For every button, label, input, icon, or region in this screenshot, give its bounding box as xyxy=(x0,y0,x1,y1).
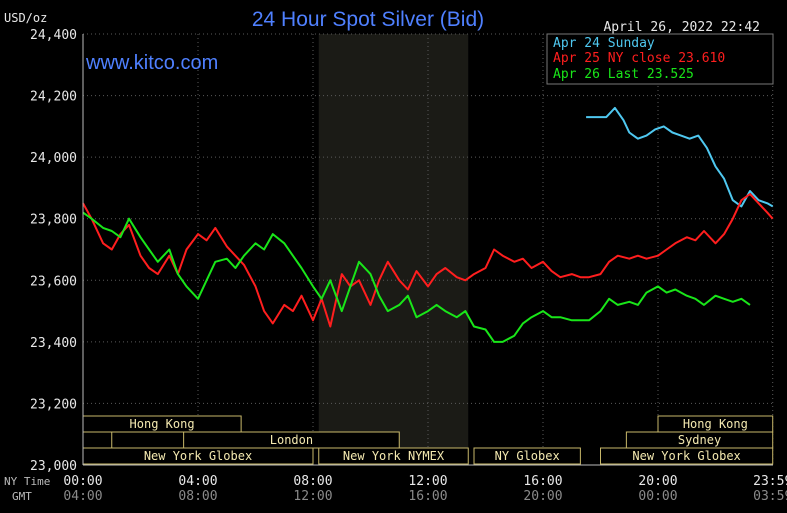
x-tick-ny: 20:00 xyxy=(638,474,677,489)
x-tick-labels: 00:0004:0008:0012:0016:0020:0023:5904:00… xyxy=(63,474,787,504)
series-line-1 xyxy=(82,193,774,328)
y-tick-label: 23,200 xyxy=(30,397,77,412)
x-tick-gmt: 03:59 xyxy=(753,489,787,504)
legend-box xyxy=(546,33,774,85)
legend: Apr 24 Sunday Apr 25 NY close 23.610 Apr… xyxy=(546,33,774,85)
series-line-2 xyxy=(82,211,751,343)
x-tick-ny: 00:00 xyxy=(63,474,102,489)
x-tick-ny: 04:00 xyxy=(178,474,217,489)
y-tick-label: 23,600 xyxy=(30,274,77,289)
session-box xyxy=(600,447,774,465)
y-tick-label: 23,800 xyxy=(30,213,77,228)
x-tick-gmt: 00:00 xyxy=(638,489,677,504)
session-label: New York Globex xyxy=(632,449,740,463)
x-tick-ny: 23:59 xyxy=(753,474,787,489)
x-tick-ny: 08:00 xyxy=(293,474,332,489)
price-series xyxy=(82,106,774,343)
watermark: www.kitco.com xyxy=(85,52,218,74)
session-box xyxy=(82,431,113,449)
gmt-label: GMT xyxy=(12,490,32,503)
y-tick-label: 24,200 xyxy=(30,90,77,105)
y-tick-label: 24,400 xyxy=(30,28,77,43)
session-label: Hong Kong xyxy=(683,417,748,431)
chart-title: 24 Hour Spot Silver (Bid) xyxy=(252,8,484,31)
x-tick-gmt: 20:00 xyxy=(523,489,562,504)
session-label: Hong Kong xyxy=(130,417,195,431)
y-tick-label: 23,000 xyxy=(30,459,77,474)
session-label: London xyxy=(270,433,313,447)
unit-label: USD/oz xyxy=(4,11,47,25)
y-tick-label: 23,400 xyxy=(30,336,77,351)
session-label: New York NYMEX xyxy=(343,449,445,463)
session-label: New York Globex xyxy=(144,449,252,463)
datetime-label: April 26, 2022 22:42 xyxy=(603,20,760,35)
ny-time-label: NY Time xyxy=(4,475,50,488)
y-tick-label: 24,000 xyxy=(30,151,77,166)
y-tick-labels: 23,000 23,200 23,400 23,600 23,800 24,000 24,2… xyxy=(30,28,77,474)
x-tick-gmt: 16:00 xyxy=(408,489,447,504)
legend-entry-1: Apr 25 NY close 23.610 xyxy=(553,51,725,66)
series-line-0 xyxy=(586,106,774,208)
x-tick-ny: 16:00 xyxy=(523,474,562,489)
session-label: NY Globex xyxy=(495,449,560,463)
legend-entry-2: Apr 26 Last 23.525 xyxy=(553,67,694,82)
x-tick-gmt: 04:00 xyxy=(63,489,102,504)
nymex-shaded-region xyxy=(318,34,469,465)
x-tick-gmt: 08:00 xyxy=(178,489,217,504)
legend-entry-0: Apr 24 Sunday xyxy=(553,36,655,51)
x-tick-ny: 12:00 xyxy=(408,474,447,489)
session-box xyxy=(318,447,469,465)
session-label: Sydney xyxy=(678,433,721,447)
x-tick-gmt: 12:00 xyxy=(293,489,332,504)
session-box xyxy=(473,447,581,465)
